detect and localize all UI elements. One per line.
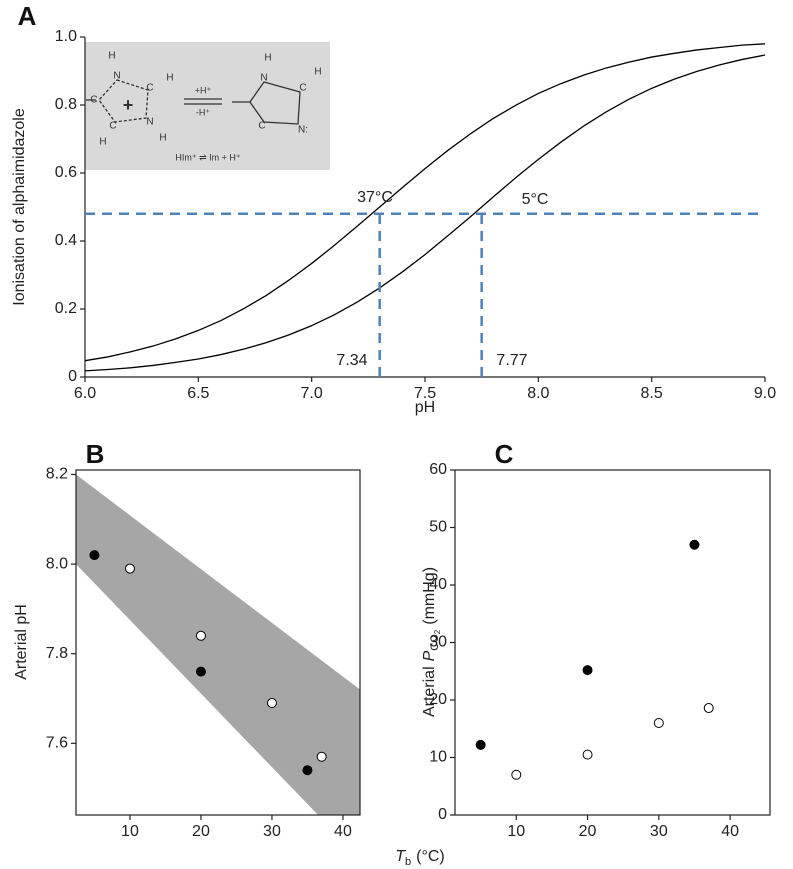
inset-atom: H	[264, 53, 271, 64]
panel-label: B	[86, 439, 105, 469]
inset-atom: N	[146, 117, 153, 128]
inset-atom: N	[260, 73, 267, 84]
x-tick-label: 30	[650, 823, 668, 840]
x-tick-label: 9.0	[754, 385, 776, 402]
x-tick-label: 40	[334, 823, 352, 840]
point	[582, 749, 593, 760]
y-axis-label-part: CO	[429, 634, 441, 651]
inset-atom: N	[113, 71, 120, 82]
annotation: 7.34	[336, 352, 367, 369]
point	[582, 665, 593, 676]
y-tick-label: 8.0	[46, 555, 68, 572]
inset-atom: C	[258, 121, 265, 132]
y-axis-label: Arterial pH	[13, 604, 30, 680]
y-tick-label: 0	[438, 806, 447, 823]
y-tick-label: 20	[429, 691, 447, 708]
y-tick-label: 7.6	[46, 735, 68, 752]
x-tick-label: 8.5	[641, 385, 663, 402]
y-tick-label: 0.2	[55, 300, 77, 317]
x-tick-label: 20	[192, 823, 210, 840]
x-tick-label: 7.5	[414, 385, 436, 402]
curve	[84, 54, 766, 372]
x-tick-label: 40	[721, 823, 739, 840]
inset-atom: C	[299, 83, 306, 94]
point	[475, 739, 486, 750]
y-tick-label: 8.2	[46, 466, 68, 483]
shared-x-axis-label: Tb (°C)	[395, 848, 445, 868]
y-tick-label: 7.8	[46, 645, 68, 662]
point	[653, 718, 664, 728]
annotation: 37°C	[357, 189, 393, 206]
point	[511, 769, 522, 780]
point	[316, 751, 327, 762]
shared-x-axis-label-part: b	[405, 856, 411, 868]
inset-atom: C	[109, 121, 116, 132]
inset-atom: H	[314, 67, 321, 78]
point	[703, 703, 714, 714]
y-axis-label-part: P	[421, 650, 438, 661]
curve	[84, 43, 766, 362]
point	[124, 563, 135, 574]
y-axis-label-part: 2	[433, 629, 442, 634]
y-axis-label-part: Arterial	[421, 666, 438, 717]
y-axis-label: Arterial PCO2 (mmHg)	[421, 567, 442, 717]
y-tick-label: 0.8	[55, 96, 77, 113]
inset-label: -H⁺	[196, 107, 210, 117]
point	[195, 630, 206, 641]
y-tick-label: 10	[429, 749, 447, 766]
plot-frame	[454, 469, 771, 816]
y-tick-label: 0.4	[55, 232, 77, 249]
panel-label: A	[18, 1, 37, 31]
inset-atom: H	[99, 137, 106, 148]
y-tick-label: 60	[429, 461, 447, 478]
inset-atom: N:	[298, 125, 308, 136]
plot-frame	[75, 469, 361, 816]
point	[266, 697, 277, 708]
y-tick-label: 0.6	[55, 164, 77, 181]
annotation: 5°C	[522, 191, 549, 208]
y-tick-label: 50	[429, 519, 447, 536]
x-tick-label: 10	[121, 823, 139, 840]
y-tick-label: 40	[429, 576, 447, 593]
inset-label: +H⁺	[195, 85, 212, 95]
inset-background	[85, 42, 330, 170]
y-axis-label-part: (mmHg)	[421, 567, 438, 625]
shared-x-axis-label-part: (°C)	[416, 848, 445, 865]
inset-atom: H	[159, 133, 166, 144]
y-axis-label: Ionisation of alphaimidazole	[11, 108, 28, 306]
annotation: 7.77	[496, 352, 527, 369]
y-tick-label: 1.0	[55, 28, 77, 45]
inset-atom: H	[108, 51, 115, 62]
x-axis-label: pH	[415, 399, 435, 416]
shared-x-axis-label-part: T	[395, 848, 406, 865]
x-tick-label: 8.0	[527, 385, 549, 402]
inset-atom: C	[146, 83, 153, 94]
ring-right	[249, 81, 301, 125]
inset-atom: H	[166, 73, 173, 84]
point	[302, 765, 313, 776]
panel-label: C	[495, 439, 514, 469]
point	[689, 539, 700, 550]
x-tick-label: 6.5	[187, 385, 209, 402]
ring-left	[98, 79, 149, 123]
x-tick-label: 10	[507, 823, 525, 840]
inset-atom: C	[90, 95, 97, 106]
confidence-band	[76, 474, 360, 815]
point	[195, 666, 206, 677]
x-tick-label: 30	[263, 823, 281, 840]
x-tick-label: 20	[579, 823, 597, 840]
y-tick-label: 30	[429, 634, 447, 651]
inset-label: HIm⁺ ⇌ Im + H⁺	[175, 152, 241, 162]
x-tick-label: 7.0	[301, 385, 323, 402]
point	[89, 550, 100, 561]
x-tick-label: 6.0	[74, 385, 96, 402]
inset-atom: +	[123, 95, 134, 115]
y-tick-label: 0	[68, 368, 77, 385]
